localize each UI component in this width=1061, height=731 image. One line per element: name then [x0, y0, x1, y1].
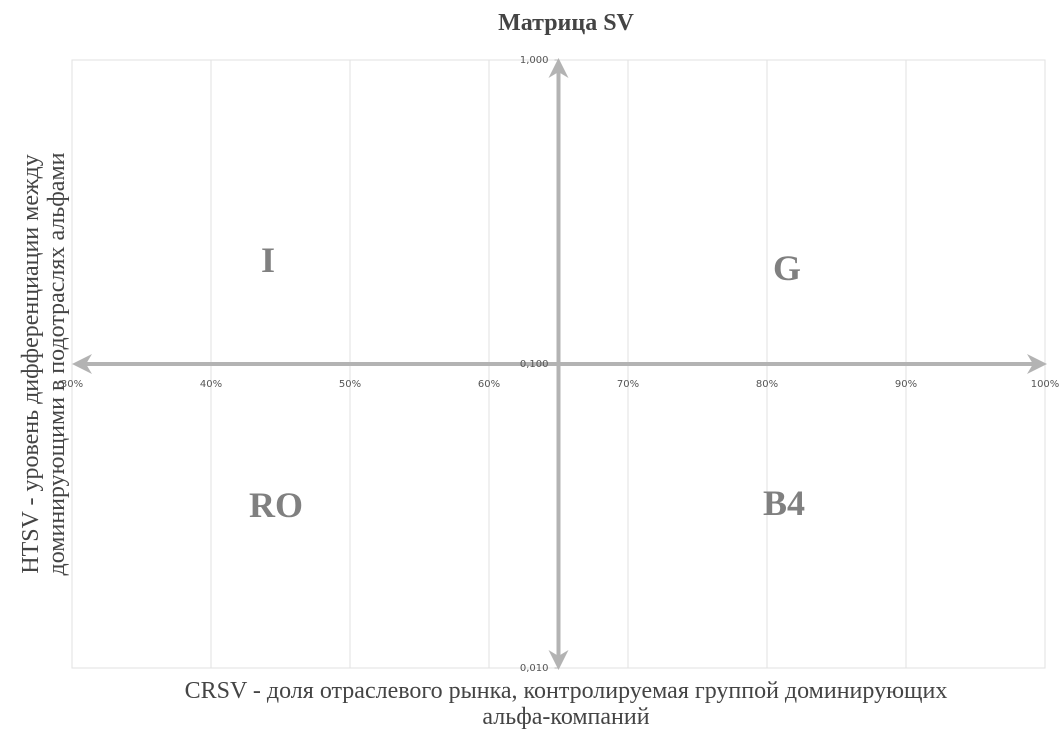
y-tick-label: 1,000 [520, 55, 549, 66]
x-axis-label: альфа-компаний [482, 704, 649, 730]
quadrant-label: B4 [763, 483, 805, 523]
x-tick-label: 60% [478, 379, 500, 390]
y-axis-label: HTSV - уровень дифференциации между [18, 154, 44, 574]
chart-title: Матрица SV [498, 10, 634, 36]
y-axis-label: доминирующими в подотраслях альфами [44, 152, 70, 575]
quadrant-label: RO [249, 485, 303, 525]
x-tick-label: 30% [61, 379, 83, 390]
x-tick-label: 80% [756, 379, 778, 390]
x-tick-label: 40% [200, 379, 222, 390]
x-axis-label: CRSV - доля отраслевого рынка, контролир… [185, 678, 948, 704]
x-tick-label: 90% [895, 379, 917, 390]
quadrant-label: G [773, 248, 801, 288]
y-tick-label: 0,100 [520, 359, 549, 370]
x-tick-label: 50% [339, 379, 361, 390]
quadrant-label: I [261, 240, 275, 280]
y-tick-label: 0,010 [520, 663, 549, 674]
x-tick-label: 100% [1031, 379, 1060, 390]
x-tick-label: 70% [617, 379, 639, 390]
